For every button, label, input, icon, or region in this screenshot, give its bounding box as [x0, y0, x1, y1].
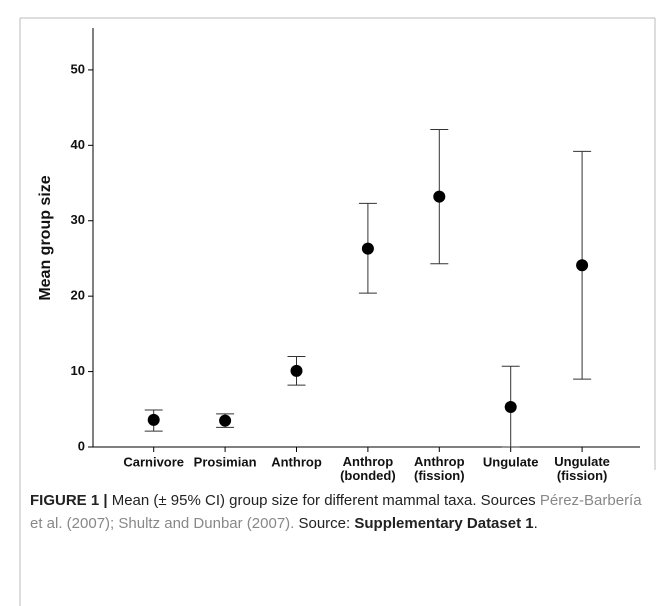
- y-tick-label: 50: [71, 61, 85, 76]
- x-tick-label: Anthrop: [271, 454, 322, 469]
- y-tick-label: 20: [71, 288, 85, 303]
- caption: FIGURE 1 | Mean (± 95% CI) group size fo…: [30, 489, 645, 535]
- y-axis-label: Mean group size: [37, 175, 54, 300]
- mean-dot: [361, 242, 374, 255]
- mean-dot: [433, 190, 446, 203]
- x-tick-label: Carnivore: [123, 454, 184, 469]
- x-tick-label: Ungulate (fission): [554, 454, 610, 483]
- x-tick-label: Prosimian: [194, 454, 257, 469]
- mean-dot: [147, 413, 160, 426]
- x-tick-label-line: (fission): [414, 468, 465, 483]
- mean-dot: [576, 259, 589, 272]
- caption-end: .: [533, 515, 538, 532]
- caption-text: Mean (± 95% CI) group size for different…: [107, 492, 540, 509]
- mean-dot: [290, 364, 303, 377]
- y-tick-label: 30: [71, 212, 85, 227]
- x-tick-label-line: Anthrop: [414, 454, 465, 469]
- x-tick-label-line: Anthrop: [343, 454, 394, 469]
- caption-label: FIGURE 1 |: [30, 492, 108, 509]
- y-tick-label: 0: [78, 438, 85, 453]
- caption-sources: Pérez-Barbería et al. (2007); Shultz and…: [30, 492, 642, 532]
- y-tick-label: 10: [71, 363, 85, 378]
- y-tick-label: 40: [71, 137, 85, 152]
- mean-dot: [219, 414, 232, 427]
- x-tick-label: Anthrop (bonded): [340, 454, 396, 483]
- x-tick-label: Ungulate: [483, 454, 539, 469]
- mean-dot: [504, 401, 517, 414]
- x-tick-label-line: (fission): [557, 468, 608, 483]
- x-tick-label: Anthrop (fission): [414, 454, 465, 483]
- caption-text: Source:: [294, 515, 355, 532]
- x-tick-label-line: Ungulate: [554, 454, 610, 469]
- x-tick-label-line: (bonded): [340, 468, 396, 483]
- caption-dataset: Supplementary Dataset 1: [354, 515, 534, 532]
